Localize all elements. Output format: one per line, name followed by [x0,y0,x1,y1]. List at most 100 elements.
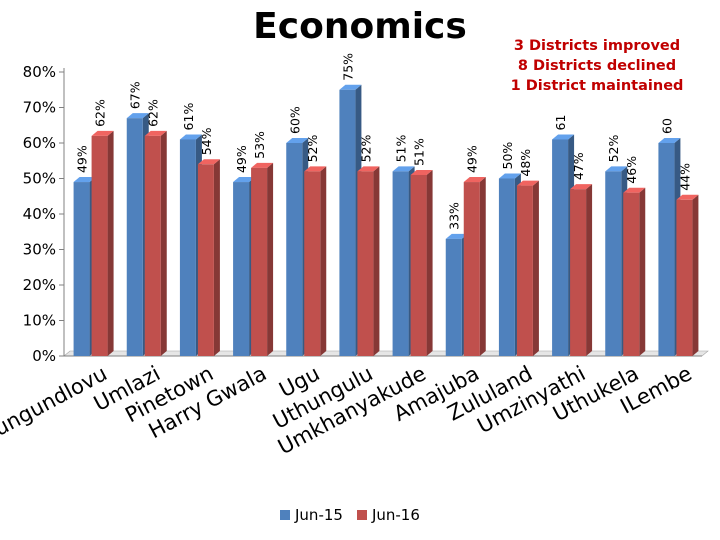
data-label: 75% [340,53,355,81]
data-label: 44% [677,163,692,191]
bar-top [570,184,593,190]
bar-jun15-5 [339,89,356,356]
bar-top [676,194,699,200]
bar-side [267,162,274,356]
bar-top [498,173,521,179]
bar-jun15-10 [605,171,622,356]
bar-jun15-2 [179,139,196,356]
bar-top [552,134,575,140]
bar-top [392,166,415,172]
data-label: 61% [181,103,196,131]
bar-side [479,177,486,356]
bar-jun16-7 [463,182,480,356]
bar-jun15-6 [392,171,409,356]
legend-label-jun16: Jun-16 [371,506,420,524]
data-label: 47% [571,152,586,180]
legend-item-jun15: Jun-15 [280,506,343,524]
legend-swatch-jun16 [356,510,367,520]
bar-jun16-9 [570,189,587,356]
y-tick-label: 10% [23,312,56,330]
chart-title: Economics [253,6,467,47]
bar-top [357,166,380,172]
bar-jun15-3 [233,182,250,356]
data-label: 50% [500,142,515,170]
data-label: 60 [659,118,674,134]
y-tick-label: 20% [23,276,56,294]
bar-jun16-3 [251,167,268,356]
bar-side [532,180,539,356]
bar-top [410,169,433,175]
bar-top [179,134,202,140]
bar-jun15-4 [286,143,303,356]
legend-swatch-jun15 [280,510,290,520]
bar-top [286,138,309,143]
bar-top [144,130,167,136]
bar-jun15-9 [552,139,569,356]
data-label: 49% [234,145,249,173]
data-label: 52% [606,134,621,162]
legend-label-jun15: Jun-15 [295,506,343,524]
y-tick-label: 0% [32,347,56,365]
bar-side [107,130,114,356]
y-tick-label: 60% [23,134,56,152]
bar-top [445,233,468,239]
bar-jun15-1 [126,118,143,357]
y-tick-label: 30% [23,241,56,259]
chart-legend: Jun-15 Jun-16 [280,506,434,524]
y-tick-label: 70% [23,99,56,117]
bar-top [658,138,681,143]
data-label: 51% [412,138,427,166]
bar-jun15-11 [658,143,675,356]
data-label: 54% [199,127,214,155]
bar-top [339,84,362,90]
bar-jun16-1 [144,135,161,356]
category-label: mgungundlovu [0,361,111,456]
bar-top [463,177,486,183]
summary-annotation: 3 Districts improved 8 Districts decline… [488,36,706,96]
data-label: 60% [287,106,302,134]
bar-side [320,166,327,356]
bar-side [639,187,646,356]
bar-top [304,166,327,172]
summary-maintained: 1 District maintained [510,78,684,94]
data-label: 52% [305,134,320,162]
data-label: 51% [394,134,409,162]
bar-jun16-5 [357,171,374,356]
bar-jun16-11 [676,199,693,356]
data-label: 48% [518,149,533,177]
bar-top [623,187,646,193]
bar-side [213,159,220,356]
bar-side [373,166,380,356]
bar-jun16-8 [516,185,533,356]
data-label: 49% [75,145,90,173]
data-label: 62% [146,99,161,127]
data-label: 49% [465,145,480,173]
data-label: 52% [358,134,373,162]
bar-jun16-0 [91,135,108,356]
y-tick-label: 50% [23,170,56,188]
summary-improved: 3 Districts improved [513,38,681,54]
summary-declined: 8 Districts declined [517,58,677,74]
legend-item-jun16: Jun-16 [356,506,420,524]
bar-jun16-6 [410,174,427,356]
bar-jun15-0 [73,182,90,356]
data-label: 53% [252,131,267,159]
data-label: 46% [624,156,639,184]
bar-top [73,177,96,183]
data-label: 33% [447,202,462,230]
bar-top [605,166,628,172]
bar-top [91,130,114,136]
bar-jun16-4 [304,171,321,356]
bar-jun16-10 [623,192,640,356]
bar-top [251,162,274,168]
bar-top [233,177,256,183]
data-label: 67% [128,81,143,109]
data-label: 62% [93,99,108,127]
bar-jun15-8 [498,178,515,356]
bar-side [692,194,699,356]
bar-top [516,180,539,186]
bar-side [426,169,433,356]
bar-top [197,159,220,165]
y-tick-label: 40% [23,205,56,223]
